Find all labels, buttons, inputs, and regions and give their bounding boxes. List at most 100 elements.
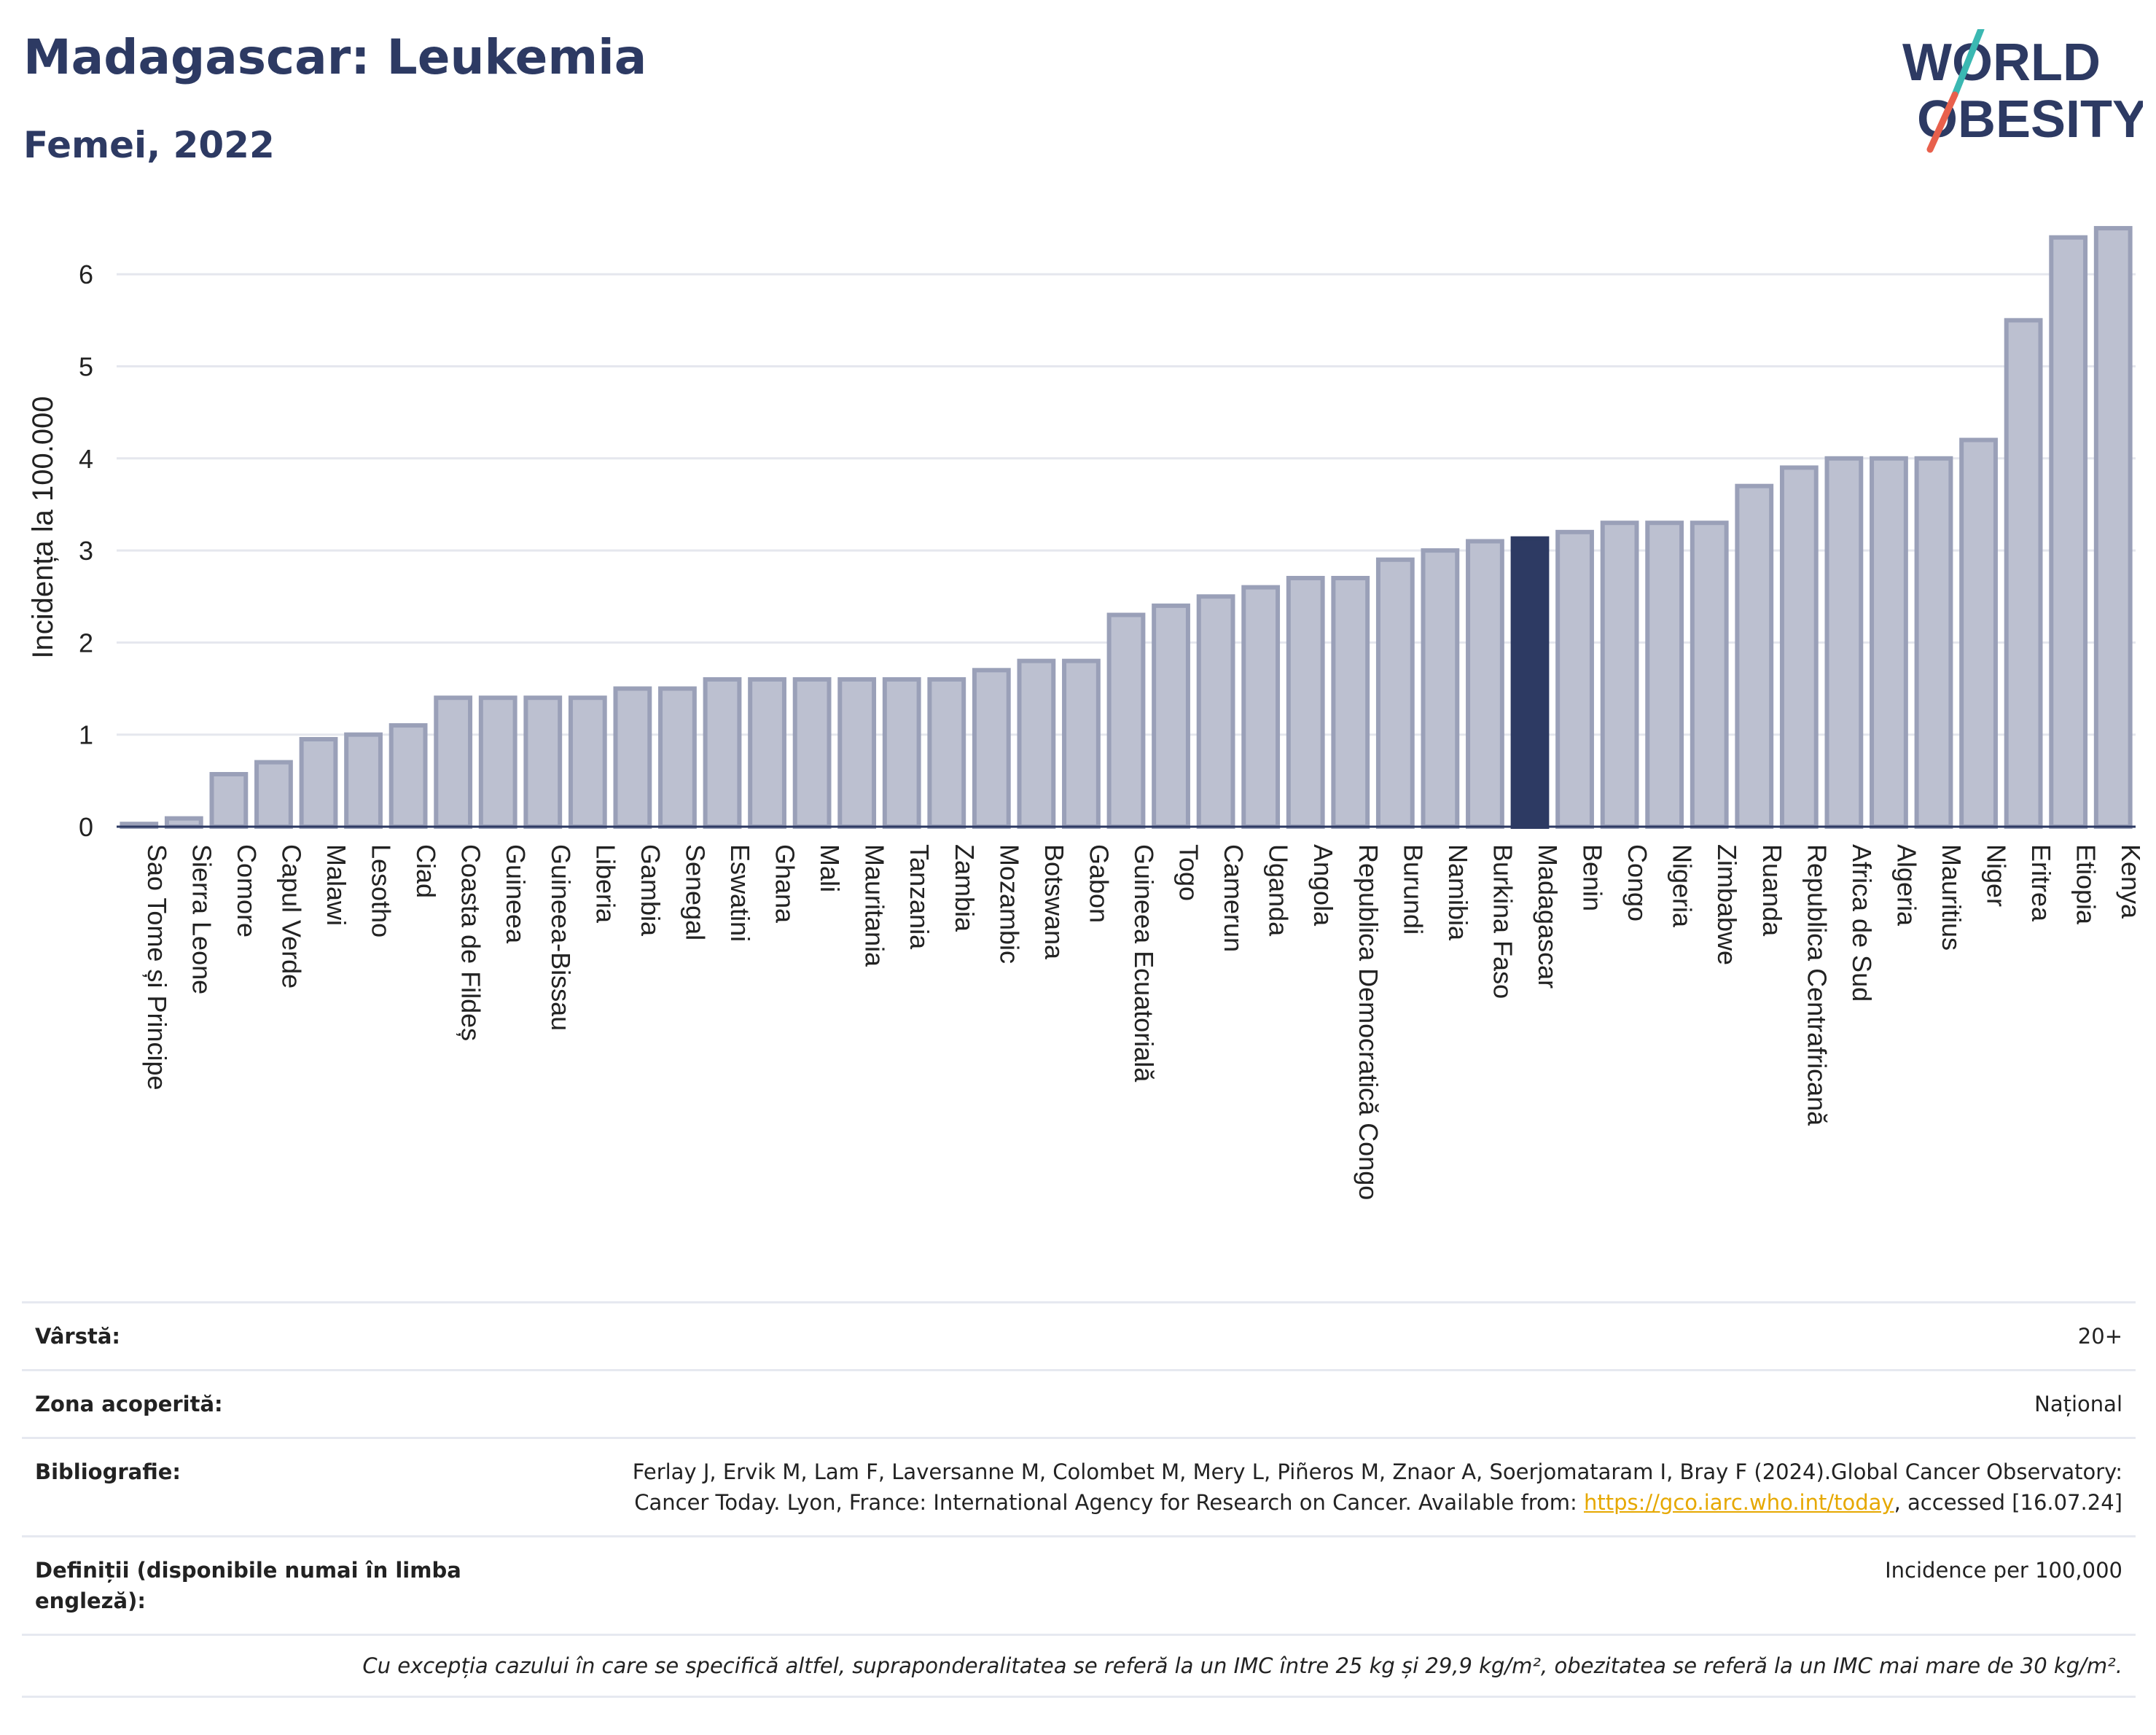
bibliography-label: Bibliografie: (35, 1459, 181, 1484)
x-tick-label: Zimbabwe (1712, 844, 1742, 965)
bar (1870, 456, 1908, 829)
x-tick-label: Botswana (1039, 844, 1069, 960)
x-tick-label: Algeria (1891, 844, 1921, 927)
bar (2093, 226, 2133, 830)
x-tick-label: Mali (815, 844, 845, 892)
bar (1824, 456, 1864, 829)
bar (568, 695, 607, 829)
x-tick-label: Eritrea (2026, 844, 2056, 922)
bars (120, 226, 2133, 830)
bar (2004, 318, 2043, 830)
info-row-coverage: Zona acoperită: Național (22, 1369, 2136, 1437)
x-tick-label: Camerun (1219, 844, 1249, 952)
x-tick-label: Gabon (1084, 844, 1114, 923)
x-tick-label: Mozambic (994, 844, 1024, 964)
info-table: Vârstă: 20+ Zona acoperită: Național Bib… (22, 1301, 2136, 1698)
bar (1645, 520, 1684, 829)
bar (1555, 529, 1594, 829)
bar (882, 677, 921, 829)
x-tick-label: Benin (1578, 844, 1608, 911)
bar (1196, 594, 1235, 829)
bar (1286, 575, 1325, 829)
x-tick-label: Mauritania (860, 844, 890, 967)
bar (1914, 456, 1953, 829)
x-tick-label: Liberia (590, 844, 620, 924)
bar (1017, 658, 1056, 829)
x-tick-label: Sao Tome și Principe (142, 844, 172, 1091)
x-tick-label: Angola (1308, 844, 1338, 927)
x-tick-label: Ghana (770, 844, 800, 924)
bar (1062, 658, 1101, 829)
y-tick-label: 4 (79, 444, 93, 474)
age-value: 20+ (2077, 1324, 2122, 1349)
bar (792, 677, 832, 829)
bar (1375, 557, 1415, 829)
x-tick-label: Republica Democratică Congo (1354, 844, 1383, 1200)
x-tick-label: Madagascar (1533, 844, 1563, 989)
x-tick-label: Kenya (2116, 844, 2146, 919)
x-tick-label: Coasta de Fildeș (456, 844, 486, 1041)
x-tick-label: Niger (1982, 844, 2012, 907)
page-subtitle: Femei, 2022 (23, 124, 275, 166)
bar (2049, 235, 2088, 830)
x-tick-label: Comore (232, 844, 262, 937)
x-tick-label: Mauritius (1937, 844, 1966, 951)
y-tick-label: 2 (79, 628, 93, 658)
definitions-label: Definiții (disponibile numai în limba en… (35, 1558, 461, 1613)
bar (1241, 585, 1281, 829)
x-tick-label: Congo (1622, 844, 1652, 921)
x-tick-label: Senegal (680, 844, 710, 940)
y-tick-label: 5 (79, 352, 93, 382)
y-tick-labels: 0 1 2 3 4 5 6 (79, 260, 93, 842)
x-tick-label: Guineea Ecuatorială (1129, 844, 1159, 1083)
x-tick-label: Malawi (321, 844, 351, 926)
x-tick-label: Zambia (950, 844, 980, 932)
bar-highlighted (1510, 536, 1550, 829)
x-tick-label: Nigeria (1668, 844, 1698, 928)
x-tick-label: Eswatini (725, 844, 755, 942)
page-title: Madagascar: Leukemia (23, 29, 647, 85)
x-tick-label: Etiopia (2071, 844, 2101, 925)
bar (703, 677, 742, 829)
bar (523, 695, 563, 829)
bar (388, 723, 428, 829)
x-tick-label: Capul Verde (276, 844, 306, 989)
y-tick-label: 0 (79, 812, 93, 842)
bibliography-text: Ferlay J, Ervik M, Lam F, Laversanne M, … (632, 1459, 2122, 1515)
x-tick-label: Gambia (636, 844, 665, 937)
bar (209, 772, 249, 829)
x-tick-label: Namibia (1443, 844, 1473, 941)
x-tick-label: Africa de Sud (1847, 844, 1877, 1002)
bar (748, 677, 786, 829)
footnote: Cu excepția cazului în care se specifică… (362, 1653, 2122, 1678)
bar (1466, 539, 1504, 829)
logo-slash-bottom (1926, 91, 1958, 153)
x-tick-label: Lesotho (367, 844, 397, 937)
y-axis-label: Incidența la 100.000 (27, 396, 59, 658)
bar (1600, 520, 1639, 829)
x-tick-label: Ruanda (1757, 844, 1787, 937)
coverage-value: Național (2034, 1392, 2122, 1416)
bar (1690, 520, 1729, 829)
info-row-age: Vârstă: 20+ (22, 1301, 2136, 1369)
x-tick-label: Tanzania (905, 844, 934, 950)
world-obesity-logo: WORLD OBESITY (1902, 29, 2143, 153)
info-row-footnote: Cu excepția cazului în care se specifică… (22, 1634, 2136, 1698)
bar (972, 668, 1011, 829)
bar (658, 686, 697, 829)
x-tick-label: Guineea (501, 844, 531, 944)
bar (164, 816, 203, 829)
bar (1421, 548, 1460, 829)
y-tick-label: 1 (79, 720, 93, 750)
bibliography-link[interactable]: https://gco.iarc.who.int/today (1583, 1490, 1894, 1515)
logo-slash-top (1951, 29, 1985, 98)
x-tick-labels: Sao Tome și Principe Sierra Leone Comore Ca… (142, 844, 2146, 1200)
bar (927, 677, 966, 829)
bar (837, 677, 877, 829)
bar (1959, 437, 1998, 830)
bar (1152, 603, 1190, 829)
definitions-value: Incidence per 100,000 (1885, 1558, 2122, 1583)
bibliography-suffix: , accessed [16.07.24] (1894, 1490, 2122, 1515)
coverage-label: Zona acoperită: (35, 1392, 223, 1416)
x-tick-label: Togo (1174, 844, 1204, 901)
